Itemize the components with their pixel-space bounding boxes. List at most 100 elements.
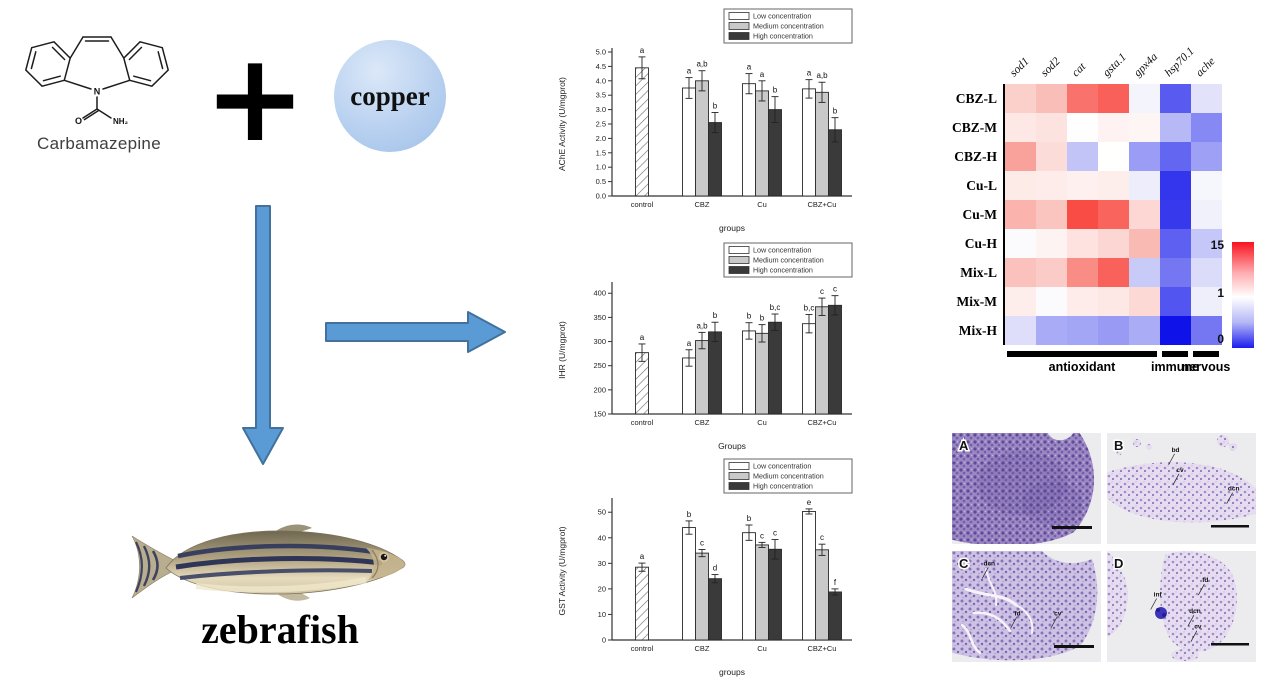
heatmap-cell xyxy=(1098,200,1129,229)
heatmap-row-label: CBZ-L xyxy=(955,91,997,106)
svg-text:1.0: 1.0 xyxy=(596,163,606,172)
heatmap-cell xyxy=(1098,316,1129,345)
heatmap-cell xyxy=(1098,113,1129,142)
scale-bar xyxy=(1054,645,1094,648)
gene-category-bar xyxy=(1193,351,1219,357)
svg-text:b: b xyxy=(687,510,692,519)
colorbar-min-label: 0 xyxy=(1217,332,1224,346)
tissue-annotation: fd xyxy=(1202,577,1208,584)
svg-text:b: b xyxy=(713,311,718,320)
heatmap-column-label: gpx4a xyxy=(1131,50,1161,80)
heatmap-cell xyxy=(1036,142,1067,171)
heatmap-cell xyxy=(1036,229,1067,258)
svg-text:a,b: a,b xyxy=(816,71,828,80)
svg-text:Cu: Cu xyxy=(757,418,767,427)
svg-text:1.5: 1.5 xyxy=(596,148,606,157)
heatmap-column-label: gsta.1 xyxy=(1100,51,1129,80)
heatmap-cell xyxy=(1098,84,1129,113)
svg-text:b: b xyxy=(747,514,752,523)
tissue-annotation: cv xyxy=(1194,624,1202,631)
heatmap-cell xyxy=(1191,229,1222,258)
heatmap-row-label: CBZ-H xyxy=(954,149,997,164)
svg-text:Groups: Groups xyxy=(718,441,746,451)
svg-text:a: a xyxy=(687,67,692,76)
svg-text:Medium concentration: Medium concentration xyxy=(753,472,824,481)
heatmap-cell xyxy=(1160,142,1191,171)
gene-category-label: nervous xyxy=(1181,360,1231,374)
bar xyxy=(815,306,829,415)
heatmap-cell xyxy=(1067,171,1098,200)
svg-text:5.0: 5.0 xyxy=(596,48,606,57)
bar xyxy=(815,91,829,197)
svg-text:Low concentration: Low concentration xyxy=(753,12,811,21)
scale-bar xyxy=(1052,526,1092,529)
heatmap-cell xyxy=(1129,200,1160,229)
heatmap-cell xyxy=(1160,229,1191,258)
svg-text:a: a xyxy=(747,63,752,72)
svg-text:b: b xyxy=(760,314,765,323)
gene-category-label: antioxidant xyxy=(1048,360,1116,374)
tissue-annotation: dcn xyxy=(1228,486,1240,493)
heatmap-cell xyxy=(1036,113,1067,142)
bar xyxy=(635,352,649,415)
bar xyxy=(802,323,816,415)
heatmap-cell xyxy=(1160,258,1191,287)
heatmap-cell xyxy=(1191,84,1222,113)
bar xyxy=(768,321,782,415)
svg-text:CBZ+Cu: CBZ+Cu xyxy=(808,418,837,427)
svg-text:groups: groups xyxy=(719,223,745,233)
svg-text:b,c: b,c xyxy=(804,303,815,312)
bar xyxy=(635,566,649,641)
heatmap-row-label: Cu-H xyxy=(964,236,997,251)
svg-text:250: 250 xyxy=(593,361,606,370)
svg-text:400: 400 xyxy=(593,289,606,298)
heatmap-cell xyxy=(1160,200,1191,229)
svg-text:Medium concentration: Medium concentration xyxy=(753,22,824,31)
svg-text:AChE Activity (U/mgprot): AChE Activity (U/mgprot) xyxy=(557,77,567,171)
bar xyxy=(695,80,709,197)
tissue-annotation: dcn xyxy=(983,560,995,567)
heatmap-column-label: sod2 xyxy=(1038,55,1063,80)
gene-category-bar xyxy=(1162,351,1188,357)
bar xyxy=(828,304,842,415)
heatmap-cell xyxy=(1191,316,1222,345)
heatmap-cell xyxy=(1067,113,1098,142)
bar xyxy=(695,552,709,641)
heatmap-cell xyxy=(1129,113,1160,142)
svg-text:High concentration: High concentration xyxy=(753,482,813,491)
copper-circle: copper xyxy=(334,40,446,152)
svg-text:10: 10 xyxy=(598,610,606,619)
heatmap-cell xyxy=(1129,229,1160,258)
svg-text:Low concentration: Low concentration xyxy=(753,246,811,255)
tissue-annotation: cv xyxy=(1054,610,1062,617)
svg-text:High concentration: High concentration xyxy=(753,266,813,275)
svg-text:e: e xyxy=(807,498,812,507)
plus-icon: + xyxy=(203,27,307,169)
svg-text:150: 150 xyxy=(593,410,606,419)
heatmap-cell xyxy=(1160,316,1191,345)
svg-text:CBZ: CBZ xyxy=(695,418,710,427)
heatmap-cell xyxy=(1191,200,1222,229)
heatmap-cell xyxy=(1098,229,1129,258)
svg-text:b: b xyxy=(747,312,752,321)
heatmap-cell xyxy=(1067,287,1098,316)
bar xyxy=(742,330,756,415)
svg-text:300: 300 xyxy=(593,337,606,346)
svg-text:350: 350 xyxy=(593,313,606,322)
bar xyxy=(708,122,722,197)
heatmap-cell xyxy=(1036,84,1067,113)
heatmap-cell xyxy=(1005,316,1036,345)
heatmap-row-label: Cu-L xyxy=(966,178,997,193)
svg-text:c: c xyxy=(760,531,764,540)
heatmap-column-label: hsp70.1 xyxy=(1162,45,1197,80)
colorbar-max-label: 15 xyxy=(1210,238,1224,252)
bar xyxy=(682,527,696,641)
colorbar-gradient xyxy=(1232,242,1254,348)
scale-bar xyxy=(1211,525,1249,528)
heatmap-column-label: cat xyxy=(1069,60,1089,80)
heatmap-cell xyxy=(1191,258,1222,287)
heatmap-cell xyxy=(1191,171,1222,200)
bar xyxy=(755,90,769,197)
heatmap-cell xyxy=(1098,171,1129,200)
